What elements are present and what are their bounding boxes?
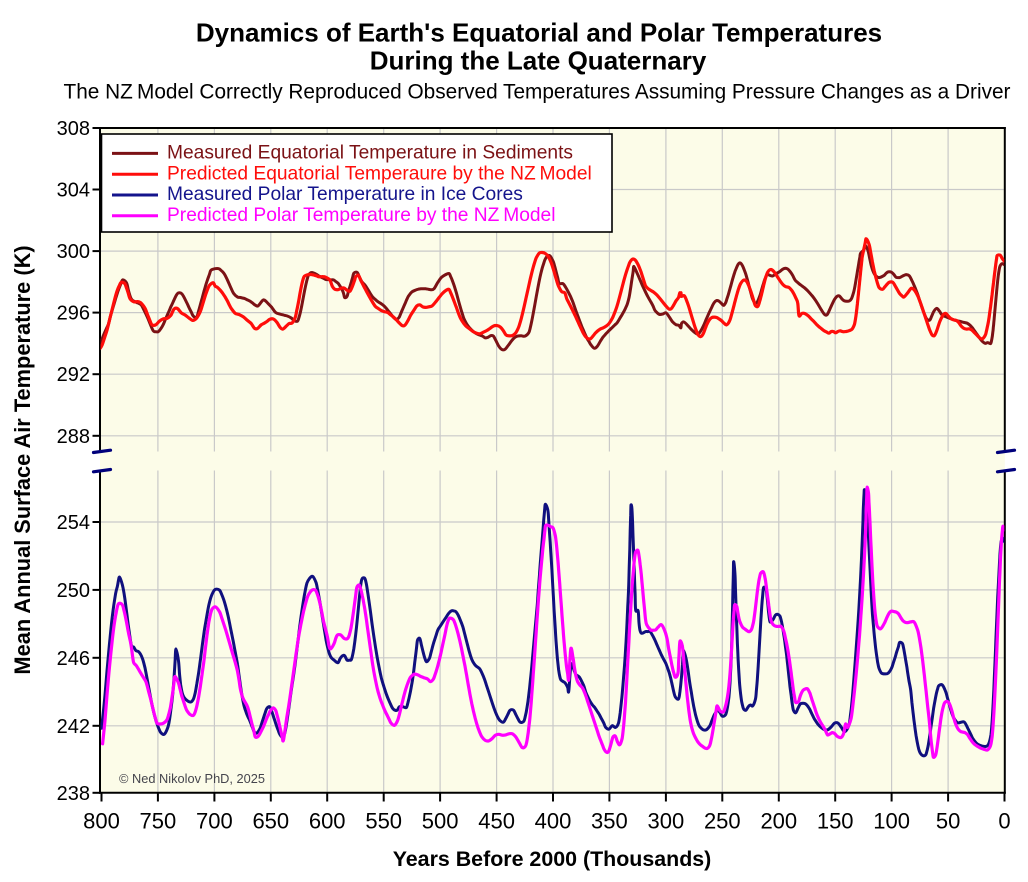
svg-text:Mean Annual Surface Air Temper: Mean Annual Surface Air Temperature (K) bbox=[10, 245, 35, 674]
svg-text:500: 500 bbox=[422, 809, 459, 834]
svg-text:450: 450 bbox=[478, 809, 515, 834]
svg-text:296: 296 bbox=[57, 303, 90, 325]
svg-text:238: 238 bbox=[57, 783, 90, 805]
svg-text:750: 750 bbox=[140, 809, 177, 834]
svg-text:650: 650 bbox=[252, 809, 289, 834]
svg-text:242: 242 bbox=[57, 716, 90, 738]
svg-text:300: 300 bbox=[648, 809, 685, 834]
svg-text:250: 250 bbox=[57, 580, 90, 602]
svg-text:308: 308 bbox=[57, 118, 90, 140]
svg-text:Measured Equatorial Temperatur: Measured Equatorial Temperature in Sedim… bbox=[167, 143, 573, 164]
svg-text:Predicted Equatorial Temperaur: Predicted Equatorial Temperaure by the N… bbox=[167, 163, 592, 184]
svg-text:Measured Polar Temperature in: Measured Polar Temperature in Ice Cores bbox=[167, 184, 523, 205]
svg-text:350: 350 bbox=[591, 809, 628, 834]
svg-text:700: 700 bbox=[196, 809, 233, 834]
svg-text:0: 0 bbox=[998, 809, 1010, 834]
svg-text:The NZ Model Correctly Reprodu: The NZ Model Correctly Reproduced Observ… bbox=[64, 80, 1011, 103]
svg-text:100: 100 bbox=[873, 809, 910, 834]
svg-text:800: 800 bbox=[83, 809, 120, 834]
svg-text:250: 250 bbox=[704, 809, 741, 834]
svg-text:300: 300 bbox=[57, 241, 90, 263]
svg-text:600: 600 bbox=[309, 809, 346, 834]
svg-text:246: 246 bbox=[57, 648, 90, 670]
svg-text:200: 200 bbox=[760, 809, 797, 834]
svg-text:550: 550 bbox=[365, 809, 402, 834]
svg-text:50: 50 bbox=[936, 809, 960, 834]
svg-text:150: 150 bbox=[817, 809, 854, 834]
svg-text:400: 400 bbox=[535, 809, 572, 834]
svg-text:254: 254 bbox=[57, 512, 90, 534]
svg-text:Dynamics of Earth's Equatorial: Dynamics of Earth's Equatorial and Polar… bbox=[196, 18, 882, 48]
svg-text:304: 304 bbox=[57, 180, 90, 202]
svg-text:288: 288 bbox=[57, 426, 90, 448]
svg-text:Predicted Polar Temperature by: Predicted Polar Temperature by the NZ Mo… bbox=[167, 205, 556, 226]
svg-text:292: 292 bbox=[57, 364, 90, 386]
svg-text:© Ned Nikolov PhD, 2025: © Ned Nikolov PhD, 2025 bbox=[119, 771, 265, 786]
svg-text:During the Late Quaternary: During the Late Quaternary bbox=[370, 46, 707, 76]
svg-text:Years Before 2000 (Thousands): Years Before 2000 (Thousands) bbox=[393, 847, 712, 871]
